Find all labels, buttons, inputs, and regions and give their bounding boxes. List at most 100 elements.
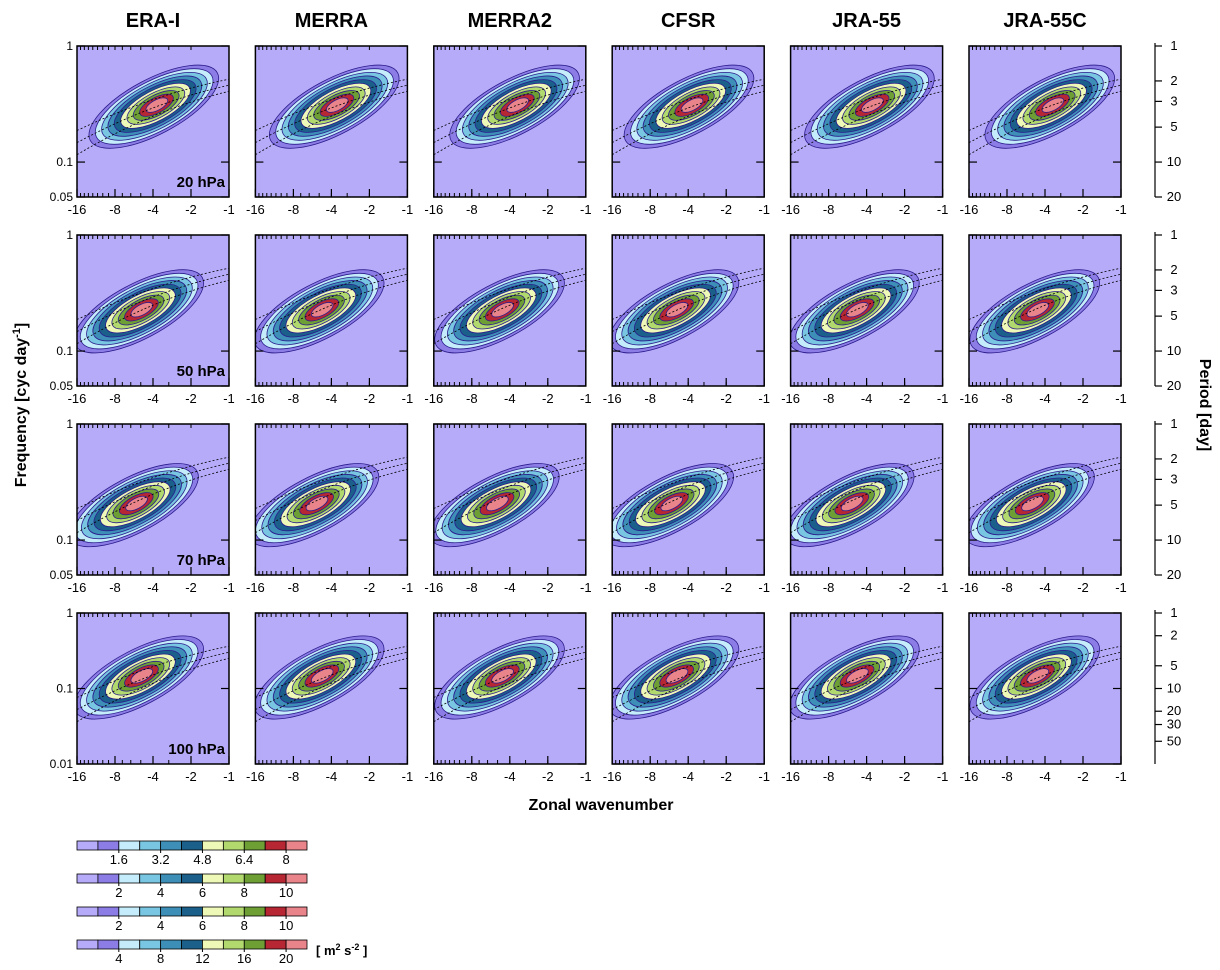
y2-tick-label: 50 bbox=[1167, 733, 1181, 748]
x-tick-label: -1 bbox=[223, 202, 235, 217]
dispersion-curve bbox=[612, 279, 765, 345]
x-tick-label: -8 bbox=[1001, 769, 1013, 784]
contour-shading bbox=[433, 235, 586, 386]
x-tick-label: -4 bbox=[682, 202, 694, 217]
x-tick-label: -16 bbox=[781, 391, 800, 406]
panel: -16 -8 -4 -2 -1 bbox=[424, 423, 592, 595]
y2-tick-label: 5 bbox=[1170, 497, 1177, 512]
x-tick-label: -8 bbox=[1001, 202, 1013, 217]
x-tick-label: -2 bbox=[364, 202, 376, 217]
y-tick-label: 0.1 bbox=[56, 344, 73, 358]
contour-shading bbox=[612, 235, 765, 386]
x-tick-label: -2 bbox=[720, 391, 732, 406]
contour-level bbox=[665, 668, 689, 684]
x-tick-label: -1 bbox=[1115, 391, 1127, 406]
colorbar-box bbox=[222, 939, 245, 950]
panel: -16 -8 -4 -2 -1 bbox=[246, 234, 413, 406]
x-tick-label: -16 bbox=[424, 202, 443, 217]
colorbar-box bbox=[139, 939, 162, 950]
colorbar-tick-label: 2 bbox=[115, 918, 122, 933]
colorbar-box bbox=[222, 873, 245, 884]
units-part: ] bbox=[359, 943, 367, 958]
contour-level bbox=[861, 97, 884, 113]
colorbar-tick-label: 4.8 bbox=[193, 852, 211, 867]
colorbar-box bbox=[181, 873, 203, 884]
dispersion-curve bbox=[969, 273, 1121, 332]
x-tick-label: -1 bbox=[1115, 202, 1127, 217]
contour-shading bbox=[969, 424, 1121, 575]
panel: -16 -8 -4 -2 -1 0.01 0.1 1 100 hPa bbox=[50, 606, 235, 784]
x-tick-label: -1 bbox=[758, 580, 770, 595]
y2-tick-label: 2 bbox=[1170, 262, 1177, 277]
x-tick-label: -1 bbox=[937, 202, 949, 217]
x-tick-label: -4 bbox=[326, 769, 338, 784]
dispersion-curve bbox=[433, 90, 586, 156]
dispersion-curve bbox=[969, 84, 1121, 143]
contour-level bbox=[660, 495, 684, 512]
units-part: s bbox=[341, 943, 352, 958]
x-tick-label: -1 bbox=[758, 391, 770, 406]
contour-level bbox=[840, 495, 864, 512]
contour-shading bbox=[790, 235, 943, 386]
dispersion-curve bbox=[77, 651, 229, 710]
dispersion-curve bbox=[969, 651, 1121, 710]
contour-shading bbox=[77, 424, 229, 575]
y-tick-label: 0.05 bbox=[50, 568, 74, 582]
x-tick-label: -2 bbox=[1077, 769, 1089, 784]
x-tick-label: -1 bbox=[937, 580, 949, 595]
y2-tick-label: 20 bbox=[1167, 567, 1181, 582]
dispersion-curve bbox=[612, 273, 765, 332]
dispersion-curve bbox=[77, 273, 229, 332]
dispersion-curve bbox=[433, 273, 586, 332]
contour-shading bbox=[433, 424, 586, 575]
x-tick-label: -2 bbox=[899, 202, 911, 217]
panel: -16 -8 -4 -2 -1 bbox=[960, 612, 1127, 784]
x-tick-label: -16 bbox=[960, 769, 979, 784]
dispersion-curve bbox=[433, 84, 586, 143]
colorbar-box bbox=[181, 906, 203, 917]
colorbar-box bbox=[285, 939, 308, 950]
x-tick-label: -2 bbox=[1077, 391, 1089, 406]
y2-tick-label: 10 bbox=[1167, 681, 1181, 696]
colorbar-tick-label: 10 bbox=[279, 918, 293, 933]
y2-tick-label: 1 bbox=[1170, 416, 1177, 431]
contour-level bbox=[325, 97, 349, 113]
x-tick-label: -2 bbox=[185, 391, 197, 406]
x-tick-label: -4 bbox=[861, 769, 873, 784]
x-tick-label: -8 bbox=[1001, 391, 1013, 406]
contour-level bbox=[305, 495, 329, 512]
colorbar-box bbox=[160, 906, 182, 917]
y-tick-label: 0.1 bbox=[56, 682, 73, 696]
colorbar-box bbox=[97, 939, 120, 950]
colorbar-box bbox=[264, 906, 287, 917]
x-tick-label: -16 bbox=[424, 580, 443, 595]
contour-level bbox=[1021, 495, 1044, 512]
x-tick-label: -4 bbox=[504, 391, 516, 406]
dispersion-curve bbox=[433, 468, 586, 534]
colorbar-box bbox=[222, 906, 245, 917]
dispersion-curve bbox=[255, 84, 408, 143]
x-tick-label: -1 bbox=[580, 580, 592, 595]
x-tick-label: -16 bbox=[603, 580, 622, 595]
colorbar-box bbox=[243, 906, 266, 917]
column-title: JRA-55 bbox=[832, 10, 901, 32]
column-title: JRA-55C bbox=[1003, 10, 1086, 32]
y2-tick-label: 2 bbox=[1170, 628, 1177, 643]
x-tick-label: -8 bbox=[288, 769, 300, 784]
contour-shading bbox=[77, 235, 229, 386]
colorbar-box bbox=[160, 840, 182, 851]
panel: -16 -8 -4 -2 -1 0.05 0.1 1 20 hPa bbox=[50, 39, 235, 217]
y2-tick-label: 10 bbox=[1167, 154, 1181, 169]
y-tick-label: 1 bbox=[66, 39, 73, 53]
dispersion-curve bbox=[77, 90, 229, 156]
x-tick-label: -16 bbox=[68, 769, 87, 784]
panel: -16 -8 -4 -2 -1 bbox=[246, 423, 413, 595]
x-tick-label: -8 bbox=[823, 202, 835, 217]
dispersion-curve bbox=[255, 90, 408, 156]
contour-shading bbox=[433, 46, 586, 197]
contour-shading bbox=[790, 46, 943, 197]
x-tick-label: -8 bbox=[109, 580, 121, 595]
y2-tick-label: 20 bbox=[1167, 378, 1181, 393]
colorbar-box bbox=[264, 873, 287, 884]
